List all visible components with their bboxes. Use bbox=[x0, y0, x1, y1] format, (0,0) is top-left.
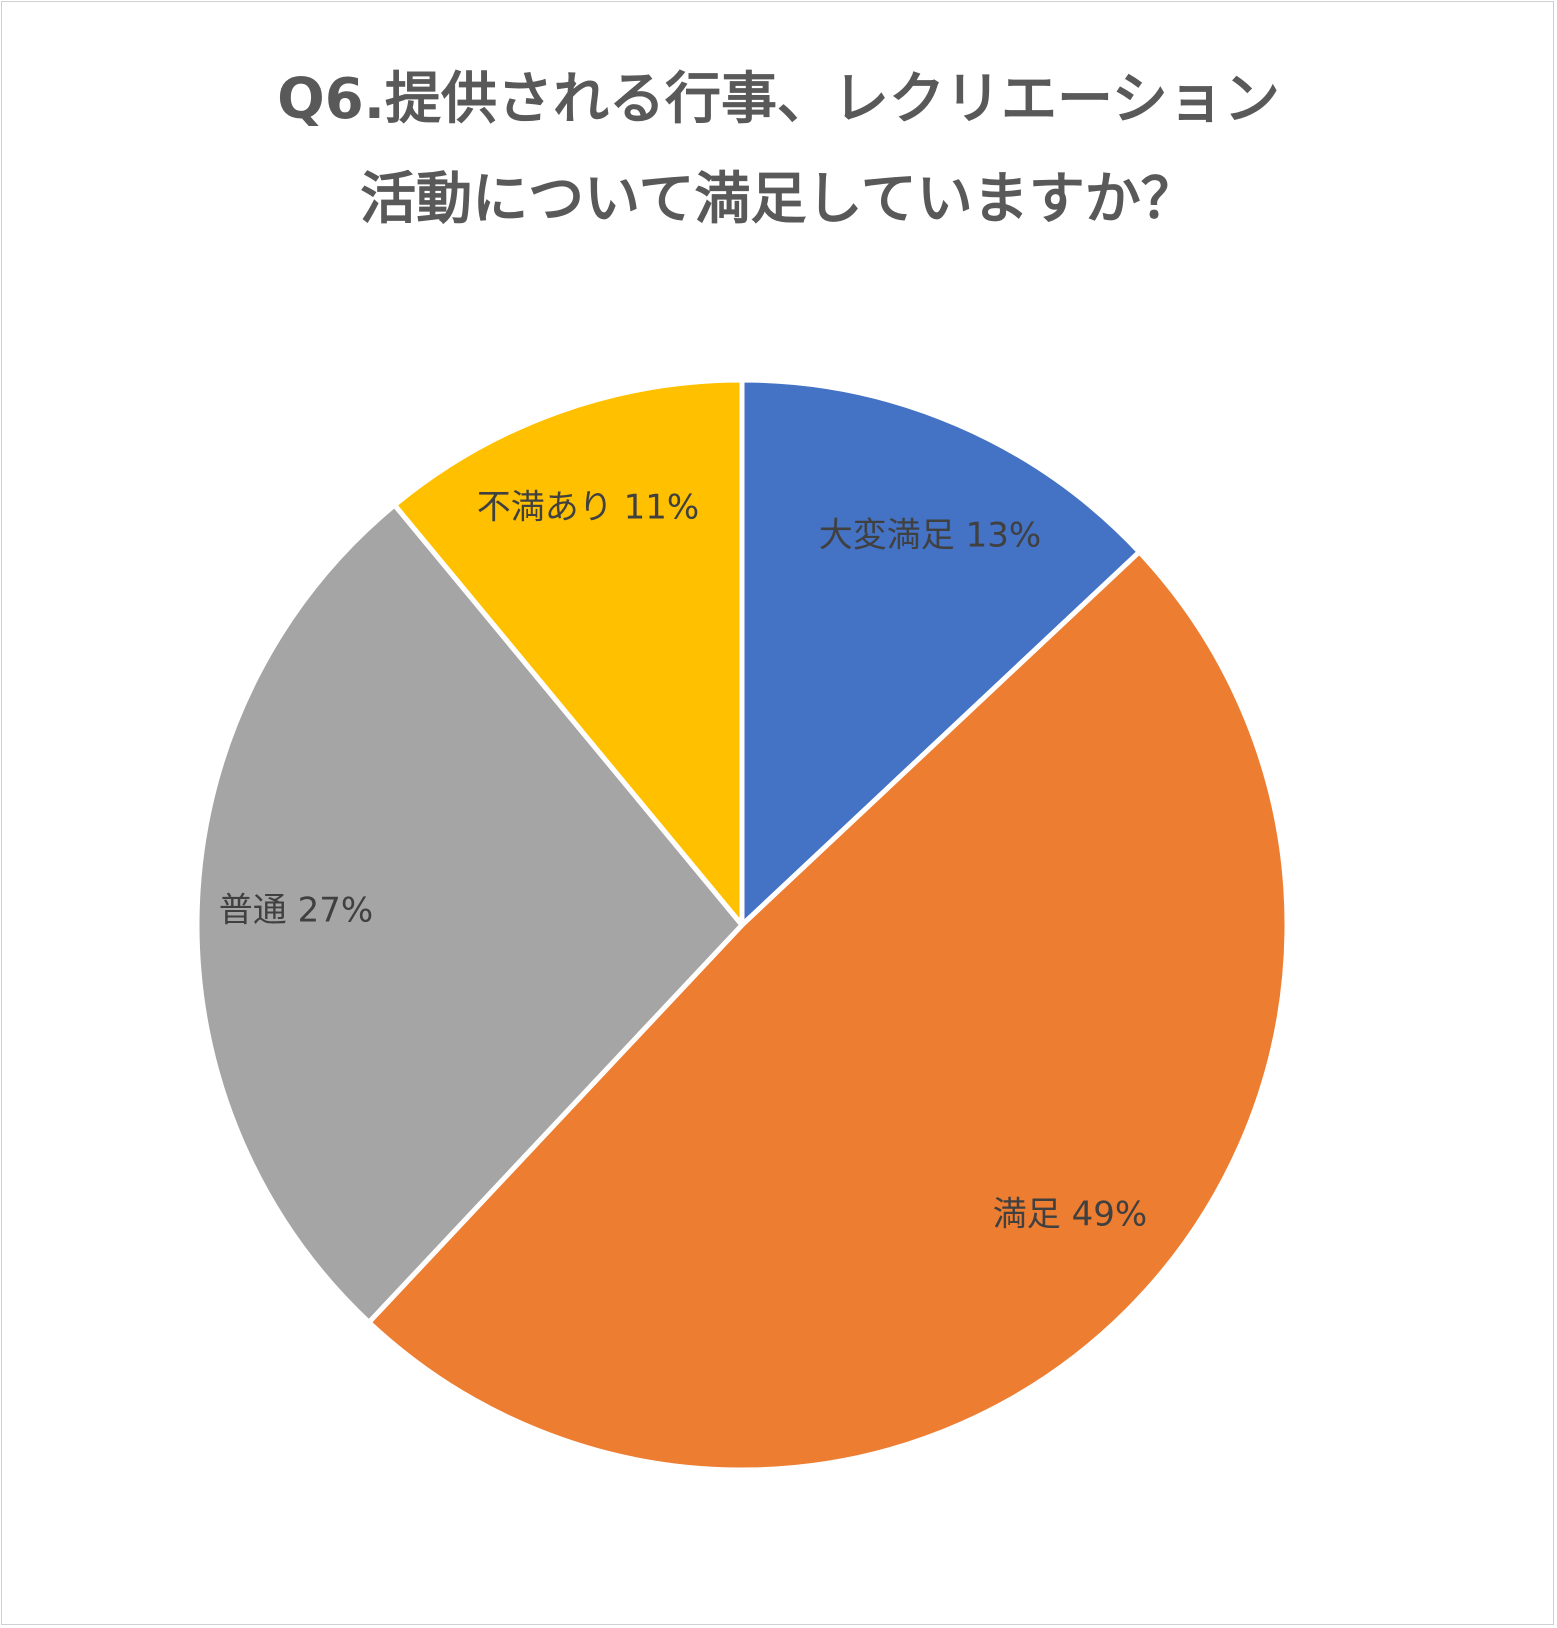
pie-slice-very-satisfied bbox=[739, 377, 1142, 928]
chart-title-line-2: 活動について満足していますか？ bbox=[360, 167, 1197, 232]
pie-slice-dissatisfied bbox=[392, 377, 745, 928]
pie-slice-satisfied bbox=[366, 549, 1290, 1473]
chart-title-line-1: Q6.提供される行事、レクリエーション bbox=[277, 67, 1280, 132]
pie-slice-neutral bbox=[194, 502, 745, 1325]
data-label-neutral: 普通 27% bbox=[219, 891, 373, 931]
data-label-very-satisfied: 大変満足 13% bbox=[819, 516, 1041, 556]
chart-title: Q6.提供される行事、レクリエーション 活動について満足していますか？ bbox=[0, 50, 1557, 250]
pie-labels: 大変満足 13% 満足 49% 普通 27% 不満あり 11% bbox=[219, 488, 1147, 1235]
data-label-dissatisfied: 不満あり 11% bbox=[477, 488, 699, 528]
data-label-satisfied: 満足 49% bbox=[993, 1195, 1147, 1235]
pie-slices bbox=[194, 377, 1290, 1473]
